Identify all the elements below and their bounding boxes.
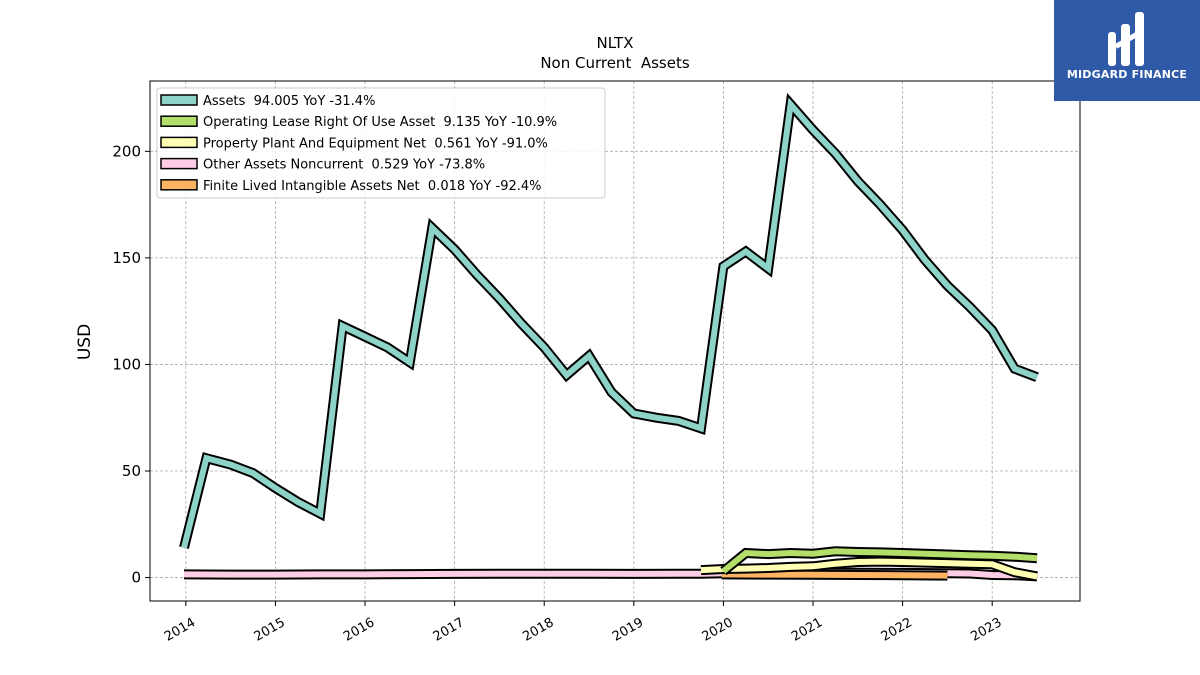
- y-tick-label: 0: [131, 569, 141, 587]
- x-tick-label: 2016: [341, 615, 377, 645]
- x-tick-label: 2015: [252, 615, 288, 645]
- legend: Assets 94.005 YoY -31.4% Operating Lease …: [156, 87, 606, 199]
- y-tick-label: 50: [122, 462, 141, 480]
- x-tick-label: 2021: [789, 615, 825, 645]
- x-axis: 2014 2015 2016 2017 2018 2019 2020 2021 2022 2023: [162, 601, 1005, 645]
- legend-swatch: [160, 157, 198, 170]
- y-axis: 0 50 100 150 200: [112, 142, 150, 587]
- legend-label: Finite Lived Intangible Assets Net 0.018…: [203, 179, 542, 194]
- logo-mark-icon: [1108, 12, 1144, 66]
- series-line: [721, 569, 948, 581]
- legend-label: Property Plant And Equipment Net 0.561 Y…: [203, 136, 548, 151]
- legend-label: Operating Lease Right Of Use Asset 9.135…: [203, 115, 557, 130]
- legend-frame: [156, 87, 606, 199]
- legend-swatch: [160, 94, 198, 106]
- legend-swatch: [160, 136, 198, 149]
- series-stroke: [700, 558, 1038, 580]
- legend-label: Assets 94.005 YoY -31.4%: [203, 94, 375, 109]
- x-tick-label: 2020: [700, 615, 736, 645]
- series-line: [700, 556, 1038, 582]
- x-tick-label: 2023: [968, 615, 1004, 645]
- plot-frame: [149, 80, 1081, 602]
- y-tick-label: 150: [112, 249, 141, 267]
- series-stroke: [183, 569, 1038, 580]
- logo-text: MIDGARD FINANCE: [1066, 68, 1188, 81]
- series-stroke: [181, 97, 1039, 549]
- series-line: [183, 567, 1038, 582]
- y-tick-label: 200: [112, 142, 141, 160]
- series-layer: [179, 92, 1039, 582]
- x-tick-label: 2022: [879, 615, 915, 645]
- x-tick-label: 2018: [520, 615, 556, 645]
- x-tick-label: 2014: [162, 615, 198, 645]
- legend-swatch: [160, 179, 198, 191]
- series-stroke: [721, 548, 1038, 574]
- legend-swatch: [160, 115, 198, 127]
- y-axis-label: USD: [75, 324, 95, 360]
- series-line: [179, 92, 1039, 549]
- chart-title: NLTX: [597, 34, 634, 52]
- chart-subtitle: Non Current Assets: [540, 54, 690, 72]
- series-stroke: [721, 571, 948, 579]
- legend-label: Other Assets Noncurrent 0.529 YoY -73.8%: [203, 158, 485, 173]
- y-tick-label: 100: [112, 355, 141, 373]
- series-line: [720, 546, 1038, 576]
- x-tick-label: 2019: [610, 615, 646, 645]
- x-tick-label: 2017: [431, 615, 467, 645]
- brand-logo: MIDGARD FINANCE: [1054, 0, 1200, 101]
